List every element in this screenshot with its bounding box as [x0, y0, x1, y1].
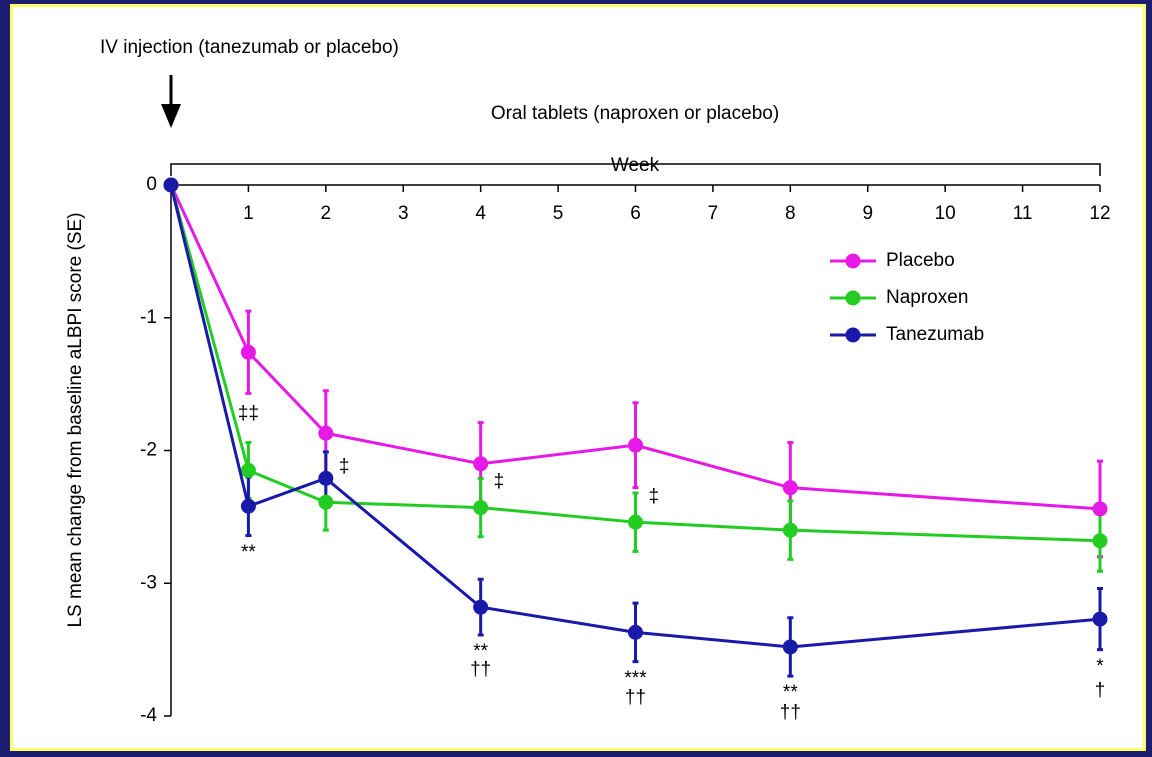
- annotation: ‡: [494, 471, 505, 492]
- data-point: [628, 514, 643, 530]
- data-point: [473, 599, 489, 615]
- data-point: [240, 498, 256, 514]
- y-tick-label: -4: [140, 705, 157, 726]
- x-tick-label: 11: [1013, 203, 1033, 224]
- legend-label: Naproxen: [886, 287, 968, 308]
- x-axis-label: Week: [611, 155, 660, 176]
- y-tick-label: -3: [140, 572, 157, 593]
- legend-label: Placebo: [886, 250, 955, 271]
- legend-marker: [845, 327, 861, 343]
- data-point: [163, 177, 179, 193]
- frame: [10, 4, 1146, 751]
- legend-marker: [845, 290, 861, 306]
- data-point: [628, 437, 643, 453]
- annotation: ‡‡: [238, 403, 259, 424]
- x-tick-label: 5: [553, 203, 564, 224]
- x-tick-label: 8: [785, 203, 796, 224]
- data-point: [1092, 501, 1108, 517]
- data-point: [318, 494, 334, 510]
- x-tick-label: 1: [243, 203, 254, 224]
- annotation: ††: [780, 702, 801, 723]
- data-point: [240, 344, 256, 360]
- annotation: ‡: [339, 456, 350, 477]
- y-tick-label: 0: [146, 174, 157, 195]
- data-point: [628, 624, 643, 640]
- bracket-text: Oral tablets (naproxen or placebo): [491, 103, 779, 124]
- y-tick-label: -2: [140, 440, 157, 461]
- data-point: [473, 500, 489, 516]
- x-tick-label: 2: [321, 203, 332, 224]
- x-tick-label: 12: [1089, 203, 1110, 224]
- header-text: IV injection (tanezumab or placebo): [100, 37, 399, 58]
- annotation: †: [1095, 680, 1106, 701]
- annotation: ††: [625, 687, 646, 708]
- annotation: **: [473, 641, 488, 662]
- annotation: ***: [624, 668, 647, 689]
- legend-marker: [845, 253, 861, 269]
- data-point: [473, 456, 489, 472]
- arrow-head: [161, 104, 181, 128]
- data-point: [782, 639, 798, 655]
- data-point: [1092, 533, 1108, 549]
- y-tick-label: -1: [140, 307, 157, 328]
- annotation: **: [783, 682, 798, 703]
- data-point: [782, 522, 798, 538]
- legend-label: Tanezumab: [886, 324, 984, 345]
- data-point: [240, 462, 256, 478]
- bracket: [170, 163, 1101, 176]
- annotation: ††: [470, 659, 491, 680]
- x-tick-label: 9: [862, 203, 873, 224]
- x-tick-label: 6: [630, 203, 641, 224]
- data-point: [782, 480, 798, 496]
- data-point: [318, 425, 334, 441]
- x-tick-label: 3: [398, 203, 409, 224]
- x-tick-label: 4: [475, 203, 486, 224]
- x-tick-label: 10: [935, 203, 956, 224]
- data-point: [318, 470, 334, 486]
- y-axis-label: LS mean change from baseline aLBPI score…: [65, 212, 86, 627]
- annotation: ‡: [649, 486, 660, 507]
- data-point: [1092, 611, 1108, 627]
- annotation: **: [241, 542, 256, 563]
- annotation: *: [1096, 656, 1104, 677]
- x-tick-label: 7: [708, 203, 719, 224]
